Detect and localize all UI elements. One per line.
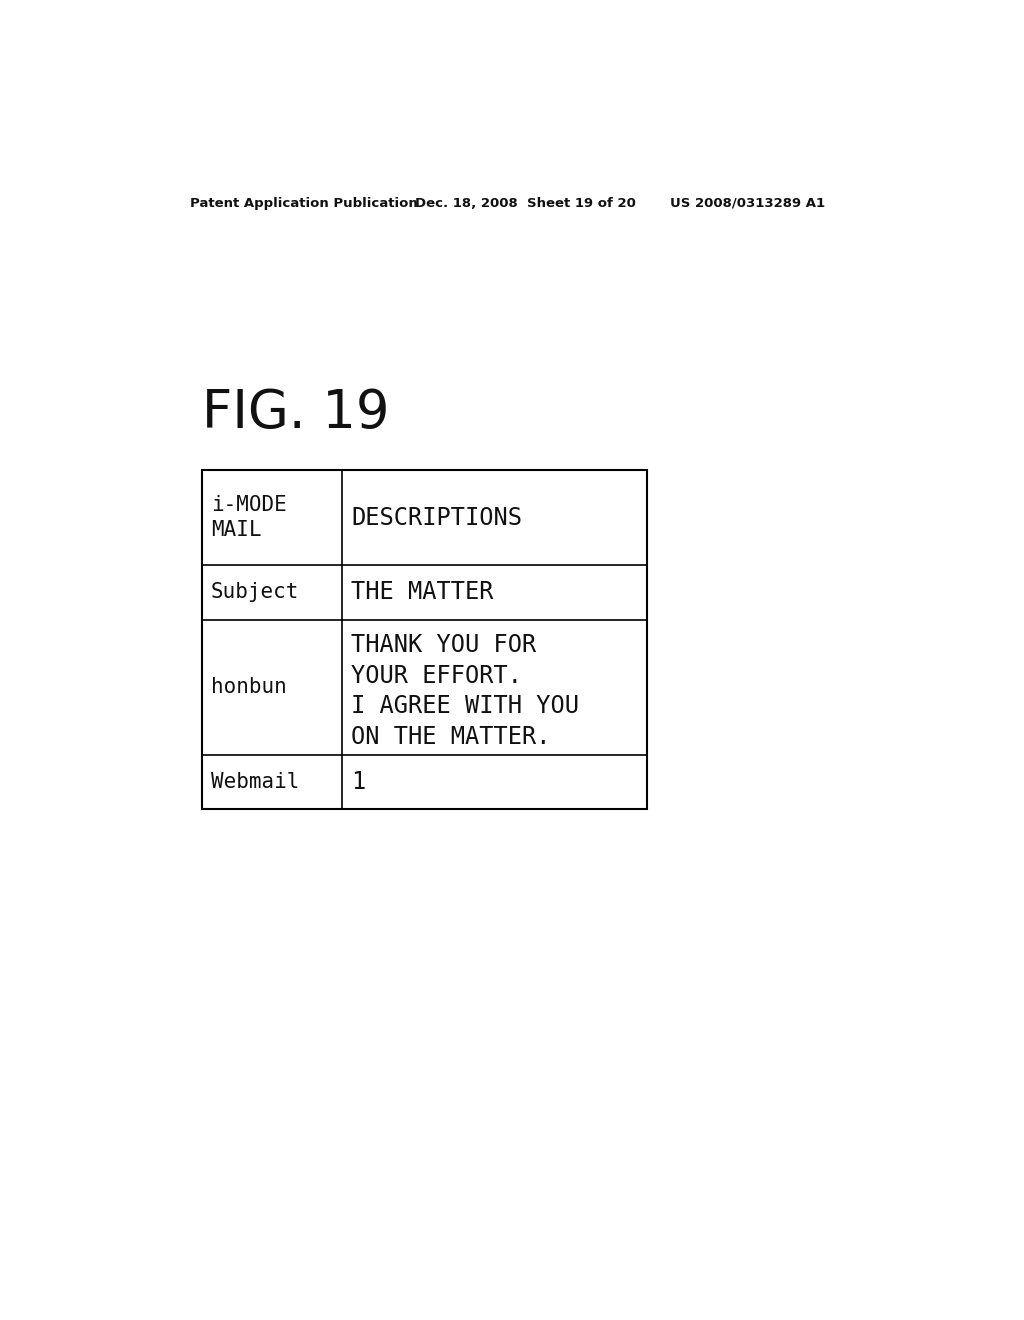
Text: THANK YOU FOR
YOUR EFFORT.
I AGREE WITH YOU
ON THE MATTER.: THANK YOU FOR YOUR EFFORT. I AGREE WITH …: [351, 634, 580, 748]
Text: FIG. 19: FIG. 19: [202, 388, 389, 440]
Text: Subject: Subject: [211, 582, 299, 602]
Text: DESCRIPTIONS: DESCRIPTIONS: [351, 506, 522, 529]
Text: honbun: honbun: [211, 677, 287, 697]
Text: THE MATTER: THE MATTER: [351, 581, 494, 605]
Text: Patent Application Publication: Patent Application Publication: [190, 197, 418, 210]
Text: i-MODE
MAIL: i-MODE MAIL: [211, 495, 287, 540]
Text: Webmail: Webmail: [211, 772, 299, 792]
Bar: [202, 470, 647, 809]
Text: Dec. 18, 2008  Sheet 19 of 20: Dec. 18, 2008 Sheet 19 of 20: [415, 197, 636, 210]
Text: 1: 1: [351, 770, 366, 793]
Text: US 2008/0313289 A1: US 2008/0313289 A1: [671, 197, 825, 210]
